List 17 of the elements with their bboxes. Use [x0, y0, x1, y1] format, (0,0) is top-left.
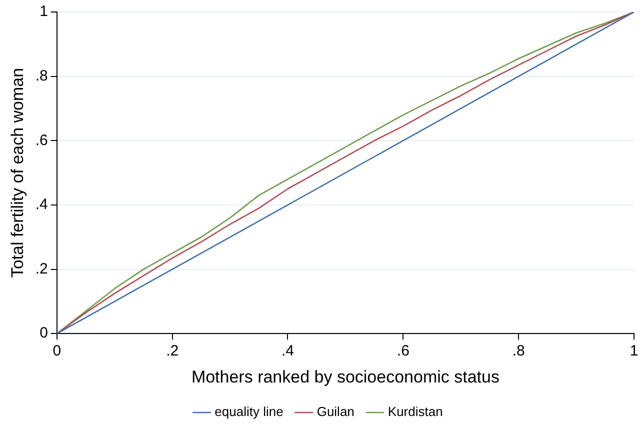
- x-axis-title: Mothers ranked by socioeconomic status: [191, 367, 500, 386]
- legend-label: Kurdistan: [388, 404, 443, 420]
- legend-label: Guilan: [316, 404, 354, 420]
- y-axis-title: Total fertility of each woman: [8, 68, 27, 278]
- y-tick-label: .2: [35, 260, 48, 278]
- x-tick-label: .8: [512, 342, 525, 360]
- x-tick-label: .6: [396, 342, 410, 360]
- x-tick-label: .2: [166, 342, 179, 360]
- y-tick-label: 1: [40, 3, 48, 20]
- y-tick-label: .6: [35, 132, 48, 149]
- legend-label: equality line: [214, 404, 284, 420]
- y-tick-label: .8: [35, 67, 48, 84]
- x-tick-label: .4: [281, 342, 294, 360]
- y-tick-label: .4: [35, 196, 48, 214]
- x-tick-label: 1: [630, 342, 638, 360]
- x-tick-label: 0: [52, 342, 62, 360]
- y-tick-label: 0: [40, 324, 48, 342]
